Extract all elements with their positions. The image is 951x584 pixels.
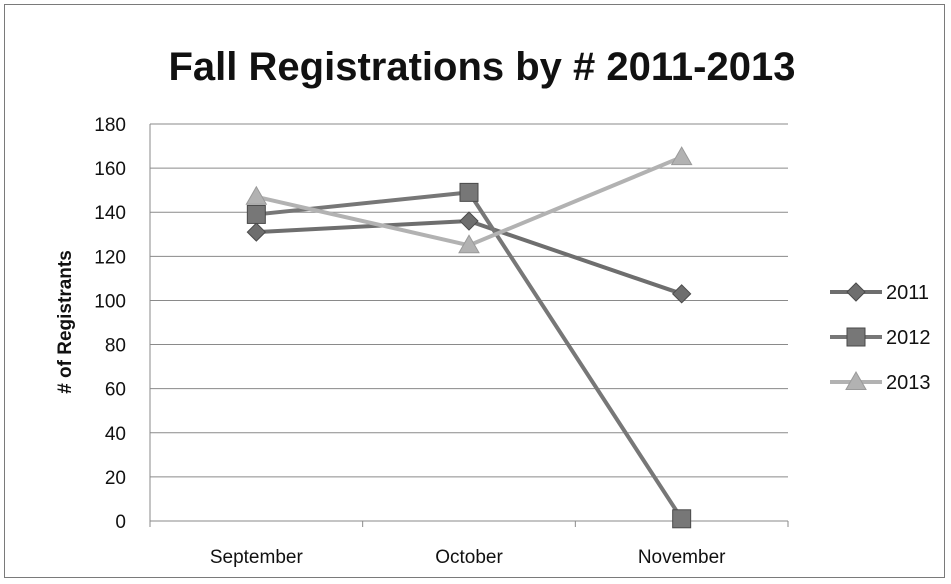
series-2011 [246, 211, 692, 304]
y-tick-label-40: 40 [105, 424, 126, 445]
y-tick-label-120: 120 [94, 247, 126, 268]
legend-label-2012: 2012 [886, 327, 931, 349]
data-point-2013-september [245, 185, 268, 205]
legend-item-2013: 2013 [830, 370, 931, 394]
y-tick-label-160: 160 [94, 159, 126, 180]
data-point-2013-november [670, 146, 693, 166]
series-2012 [246, 182, 692, 529]
y-tick-label-20: 20 [105, 468, 126, 489]
data-series [245, 146, 693, 529]
chart-title: Fall Registrations by # 2011-2013 [169, 45, 796, 89]
series-2013 [245, 146, 693, 254]
legend-label-2011: 2011 [886, 282, 929, 304]
axis-ticks: 0 20 40 60 80 100 120 140 160 180 September October… [94, 115, 726, 568]
legend-label-2013: 2013 [886, 372, 931, 394]
y-tick-label-60: 60 [105, 380, 126, 401]
legend: 2011 2012 2013 [830, 282, 931, 394]
x-tick-label-november: November [638, 547, 726, 568]
data-point-2012-november [672, 509, 692, 529]
data-point-2011-september [246, 222, 267, 242]
legend-item-2012: 2012 [830, 327, 931, 349]
y-tick-label-180: 180 [94, 115, 126, 136]
y-tick-label-0: 0 [115, 512, 126, 533]
data-point-2011-november [671, 284, 692, 304]
data-point-2012-september [246, 204, 266, 224]
y-tick-label-140: 140 [94, 203, 126, 224]
legend-item-2011: 2011 [830, 282, 929, 304]
data-point-2011-october [459, 211, 479, 231]
legend-marker-2013 [845, 370, 867, 390]
y-tick-label-100: 100 [94, 291, 126, 312]
x-tick-label-october: October [435, 547, 503, 568]
x-tick-label-september: September [210, 547, 304, 568]
y-tick-label-80: 80 [105, 336, 126, 357]
data-point-2013-october [458, 234, 480, 254]
y-axis-label: # of Registrants [55, 250, 76, 394]
data-point-2012-october [459, 182, 479, 202]
chart-frame [4, 4, 945, 578]
series-line-2011 [256, 219, 683, 296]
legend-marker-2012 [846, 327, 866, 347]
legend-marker-2011 [846, 282, 866, 302]
